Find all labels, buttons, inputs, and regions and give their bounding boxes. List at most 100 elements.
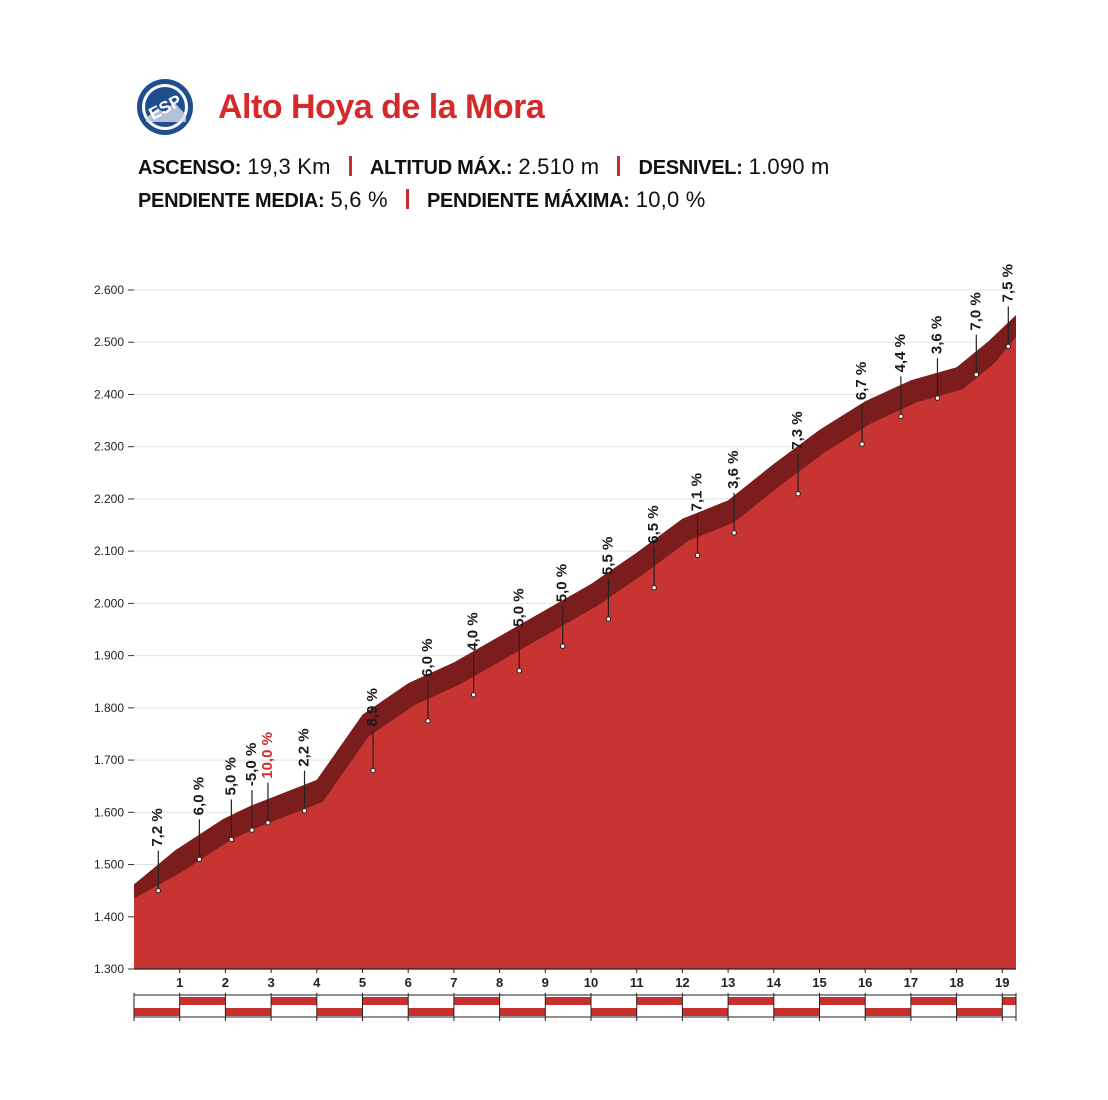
km-scale-segment <box>499 1008 546 1016</box>
y-tick-label: 1.900 <box>94 649 124 663</box>
y-tick-label: 1.600 <box>94 805 124 819</box>
gradient-label: 6,0 % <box>419 639 436 677</box>
gradient-label: 6,5 % <box>645 505 662 543</box>
x-tick-label: 7 <box>450 975 457 990</box>
x-tick-label: 15 <box>812 975 826 990</box>
km-scale-segment <box>545 997 591 1005</box>
profile-header: ESP Alto Hoya de la Mora ASCENSO: 19,3 K… <box>136 74 1056 224</box>
gradient-marker <box>516 668 523 674</box>
gradient-label: 7,3 % <box>789 411 806 449</box>
ascent-value: 19,3 Km <box>247 154 331 179</box>
ascent-label: ASCENSO: <box>138 157 242 179</box>
gradient-marker <box>1005 343 1011 350</box>
x-tick-label: 16 <box>858 975 872 990</box>
x-tick-label: 4 <box>313 975 321 990</box>
avg-gradient-value: 5,6 % <box>330 187 388 212</box>
gradient-label: 3,6 % <box>928 316 945 354</box>
gradient-marker <box>651 585 657 591</box>
x-tick-label: 18 <box>949 975 963 990</box>
max-altitude-value: 2.510 m <box>518 154 600 179</box>
km-scale-segment <box>636 997 683 1005</box>
gradient-label: 7,1 % <box>689 473 706 511</box>
max-altitude-label: ALTITUD MÁX.: <box>369 157 513 179</box>
gradient-label: 6,7 % <box>853 362 870 400</box>
km-scale-segment <box>1002 997 1016 1005</box>
y-tick-label: 2.500 <box>94 335 124 349</box>
x-tick-label: 1 <box>176 975 183 990</box>
y-tick-label: 1.300 <box>94 962 124 976</box>
x-tick-label: 3 <box>267 975 274 990</box>
km-scale-segment <box>682 1008 729 1016</box>
km-scale-segment <box>819 997 866 1005</box>
y-tick-label: 2.100 <box>94 544 124 558</box>
stats-separator <box>348 156 352 176</box>
gradient-marker <box>425 718 431 724</box>
gradient-label: 5,0 % <box>510 588 527 626</box>
km-scale-segment <box>590 1008 637 1016</box>
y-tick-label: 2.400 <box>94 387 124 401</box>
km-scale-segment <box>773 1008 820 1016</box>
gradient-marker <box>301 808 308 814</box>
elevation-gain-label: DESNIVEL: <box>638 157 743 179</box>
gradient-label: 7,2 % <box>149 808 166 846</box>
esp-logo-icon: ESP <box>137 79 193 135</box>
x-tick-label: 19 <box>995 975 1009 990</box>
gradient-marker <box>859 441 865 447</box>
gradient-label: 3,6 % <box>725 451 742 489</box>
gradient-label: 4,4 % <box>892 334 909 372</box>
gradient-label: 6,0 % <box>190 777 207 815</box>
gradient-label: 7,5 % <box>999 264 1016 302</box>
gradient-marker <box>249 827 255 833</box>
gradient-label: 5,5 % <box>599 537 616 575</box>
y-tick-label: 2.600 <box>94 283 124 297</box>
km-scale-segment <box>956 1008 1003 1016</box>
elevation-gain-value: 1.090 m <box>748 154 830 179</box>
km-scale-segment <box>225 1008 272 1016</box>
km-scale-segment <box>271 997 317 1005</box>
y-tick-label: 2.300 <box>94 440 124 454</box>
gradient-marker <box>196 856 203 863</box>
x-tick-label: 6 <box>405 975 412 990</box>
gradient-marker <box>560 643 566 649</box>
km-scale-segment <box>865 1008 911 1016</box>
gradient-label: 7,0 % <box>967 292 984 330</box>
max-gradient-value: 10,0 % <box>635 187 706 212</box>
gradient-marker <box>898 413 904 420</box>
stats-separator <box>405 189 409 209</box>
avg-gradient-label: PENDIENTE MEDIA: <box>138 190 325 212</box>
km-scale-segment <box>728 997 774 1005</box>
km-scale-segment <box>910 997 957 1005</box>
x-tick-label: 2 <box>222 975 229 990</box>
km-scale-segment <box>408 1008 454 1016</box>
gradient-label: 8,9 % <box>364 688 381 726</box>
x-tick-label: 8 <box>496 975 503 990</box>
gradient-label: 4,0 % <box>465 612 482 650</box>
x-tick-label: 17 <box>904 975 918 990</box>
y-tick-label: 1.400 <box>94 910 124 924</box>
stats-line-2: PENDIENTE MEDIA: 5,6 % PENDIENTE MÁXIMA:… <box>138 187 705 213</box>
max-gradient-label: PENDIENTE MÁXIMA: <box>426 190 630 212</box>
gradient-marker <box>228 836 235 843</box>
gradient-marker <box>470 692 477 698</box>
x-tick-label: 10 <box>584 975 598 990</box>
km-scale-segment <box>179 997 226 1005</box>
gradient-marker <box>934 395 941 401</box>
y-tick-label: 1.700 <box>94 753 124 767</box>
gradient-marker <box>370 767 376 774</box>
gradient-label: 2,2 % <box>295 728 312 766</box>
gradient-label: -5,0 % <box>243 743 260 786</box>
climb-title: Alto Hoya de la Mora <box>218 88 545 126</box>
km-scale-segment <box>316 1008 363 1016</box>
gradient-label: 10,0 % <box>259 732 276 779</box>
gradient-marker <box>731 530 737 536</box>
y-tick-label: 2.000 <box>94 596 124 610</box>
gradient-marker <box>973 371 980 378</box>
gradient-label: 5,0 % <box>222 757 239 795</box>
km-scale-segment <box>362 997 409 1005</box>
profile-area <box>134 337 1016 969</box>
stats-separator <box>617 156 621 176</box>
y-tick-label: 1.800 <box>94 701 124 715</box>
stats-line-1: ASCENSO: 19,3 Km ALTITUD MÁX.: 2.510 m D… <box>138 154 830 180</box>
x-tick-label: 9 <box>542 975 549 990</box>
